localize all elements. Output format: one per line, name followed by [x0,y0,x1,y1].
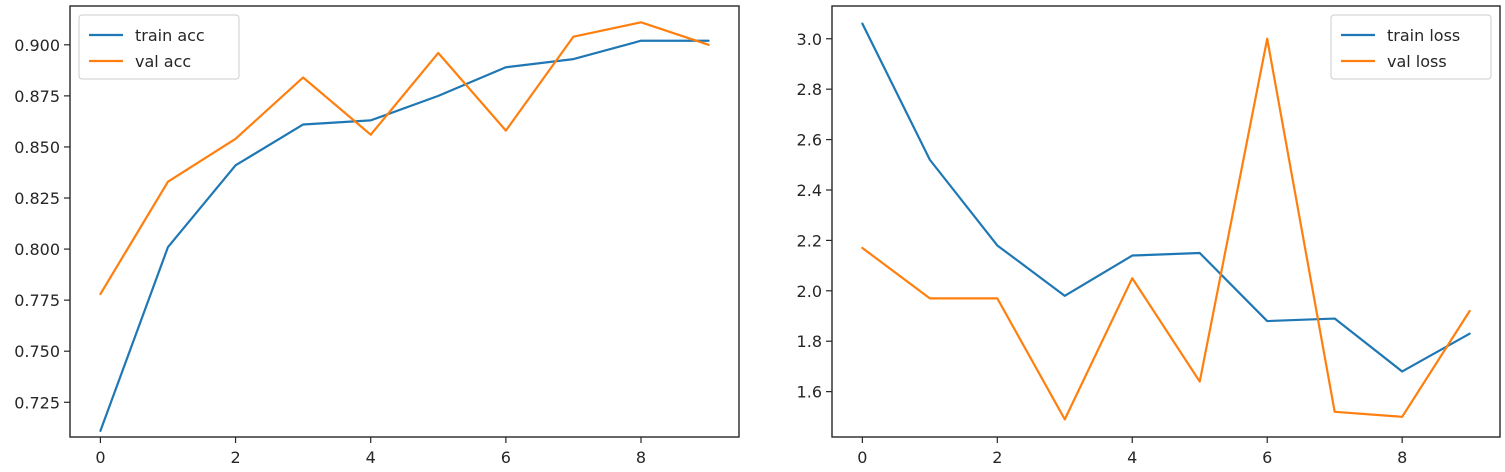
acc-y-tick-label: 0.875 [14,87,60,106]
loss-y-tick-label: 2.4 [797,181,822,200]
loss-y-tick-label: 1.8 [797,332,822,351]
acc-x-tick-label: 4 [366,448,376,467]
acc-x-tick-label: 8 [636,448,646,467]
loss-y-tick-label: 3.0 [797,30,822,49]
loss-legend-label: val loss [1387,52,1447,71]
train-loss-line [861,22,1471,373]
acc-legend-label: val acc [135,52,191,71]
loss-y-tick-label: 2.0 [797,282,822,301]
loss-x-tick-label: 8 [1397,448,1407,467]
val-acc-line [99,21,710,296]
acc-panel: 0 2 4 6 8 0.725 0.750 0.775 0.800 0.825 0.850 0.875… [14,5,740,467]
loss-y-tick-label: 2.2 [797,231,822,250]
loss-x-tick-label: 0 [857,448,867,467]
acc-y-tick-label: 0.900 [14,36,60,55]
loss-legend-box [1330,14,1492,80]
loss-panel: 0 2 4 6 8 1.6 1.8 2.0 2.2 2.4 2.6 2.8 3.0 train loss v… [797,5,1501,467]
loss-legend-label: train loss [1387,26,1460,45]
acc-y-tick-label: 0.775 [14,291,60,310]
loss-y-tick-label: 1.6 [797,383,822,402]
loss-axes-frame [831,5,1501,438]
acc-y-tick-label: 0.800 [14,240,60,259]
acc-y-tick-label: 0.825 [14,189,60,208]
val-loss-line [861,37,1471,421]
loss-y-tick-label: 2.6 [797,131,822,150]
acc-y-tick-label: 0.725 [14,393,60,412]
loss-x-tick-label: 6 [1262,448,1272,467]
acc-x-tick-label: 2 [230,448,240,467]
acc-y-tick-label: 0.850 [14,138,60,157]
acc-axes-frame [69,5,740,438]
loss-legend: train loss val loss [1330,14,1492,80]
loss-x-tick-label: 4 [1127,448,1137,467]
loss-x-tick-label: 2 [992,448,1002,467]
acc-legend: train acc val acc [78,14,240,80]
acc-x-tick-label: 0 [95,448,105,467]
train-acc-line [99,39,710,432]
acc-legend-box [78,14,240,80]
acc-legend-label: train acc [135,26,205,45]
loss-y-tick-label: 2.8 [797,80,822,99]
acc-y-tick-label: 0.750 [14,342,60,361]
acc-x-tick-label: 6 [501,448,511,467]
